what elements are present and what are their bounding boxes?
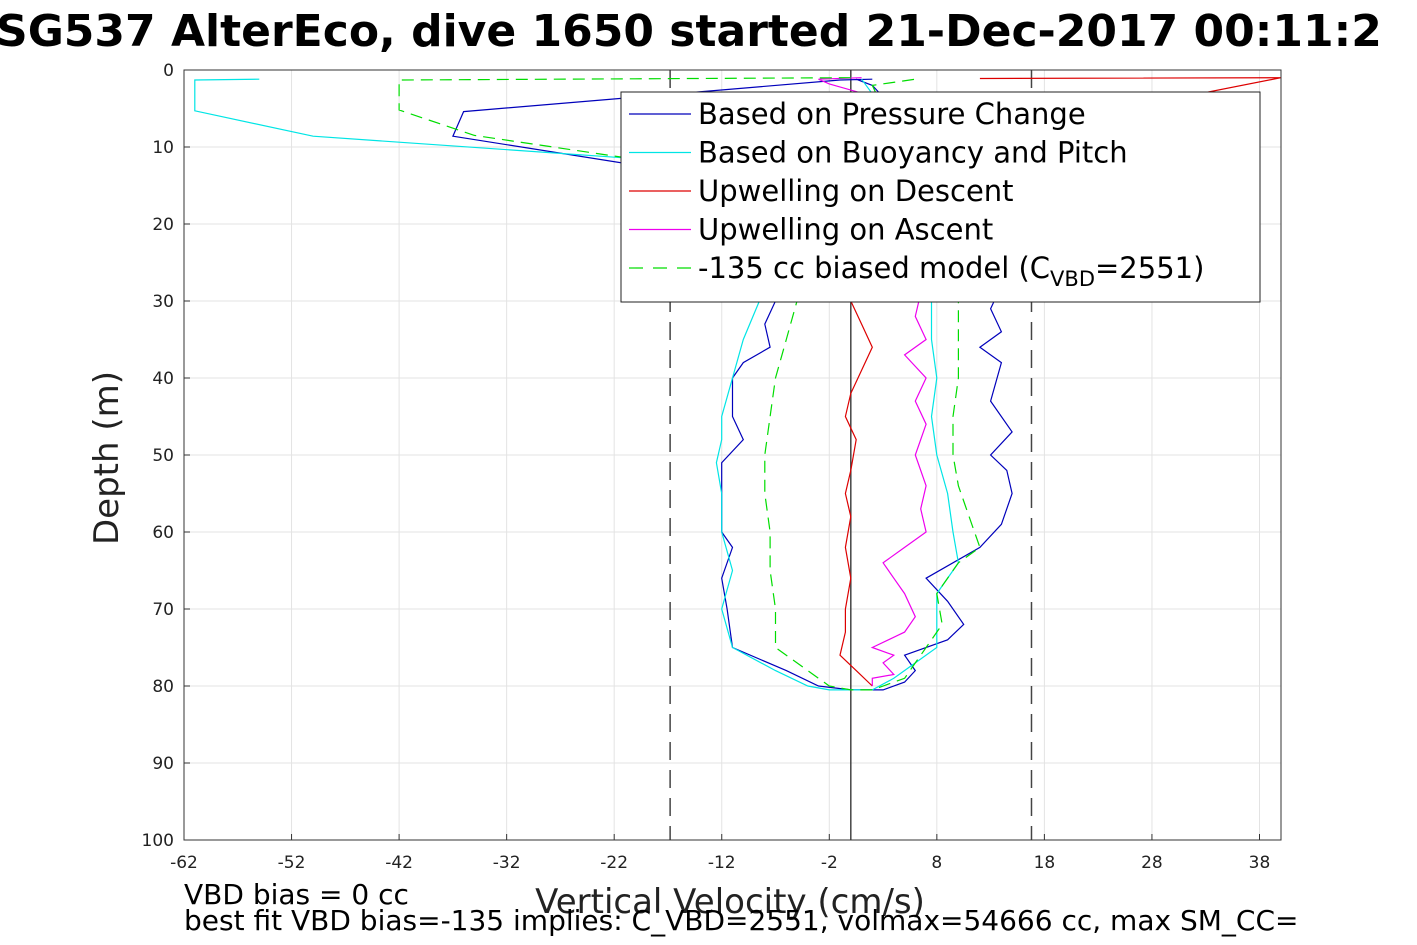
legend-label-2: Upwelling on Descent [698,174,1014,208]
legend-box [620,91,1261,303]
x-tick-label: -32 [493,853,521,873]
x-tick-label: -2 [821,853,838,873]
y-tick-label: 40 [152,369,174,389]
x-tick-label: 8 [931,853,942,873]
series-line-0 [452,78,1013,691]
x-tick-labels: -62 -52 -42 -32 -22 -12 -2 8 18 28 38 [170,834,1270,873]
legend-label-0: Based on Pressure Change [698,97,1086,131]
x-tick-label: -42 [385,853,413,873]
x-tick-label: -12 [708,853,736,873]
x-tick-label: 38 [1249,853,1271,873]
legend-label-3: Upwelling on Ascent [698,213,993,247]
y-tick-label: 80 [152,677,174,697]
y-tick-label: 0 [163,61,174,81]
footer-vbd-bias: VBD bias = 0 cc [184,878,409,911]
y-tick-labels: 0 10 20 30 40 50 60 70 80 90 100 [142,61,190,851]
y-tick-label: 90 [152,754,174,774]
x-axis-label: Vertical Velocity (cm/s) [535,882,925,922]
legend-label-1: Based on Buoyancy and Pitch [698,136,1128,170]
y-tick-label: 60 [152,523,174,543]
y-tick-label: 20 [152,215,174,235]
x-tick-label: -52 [278,853,306,873]
chart-title: SG537 AlterEco, dive 1650 started 21-Dec… [0,6,1382,57]
y-tick-label: 30 [152,292,174,312]
x-tick-label: 28 [1141,853,1163,873]
y-tick-label: 100 [142,831,174,851]
footer-best-fit: best fit VBD bias=-135 implies: C_VBD=25… [184,904,1298,937]
y-tick-label: 50 [152,446,174,466]
legend: Based on Pressure Change Based on Buoyanc… [620,91,1261,303]
x-tick-label: -22 [600,853,628,873]
x-tick-label: -62 [170,853,198,873]
y-axis-label: Depth (m) [87,371,127,545]
x-tick-label: 18 [1034,853,1056,873]
legend-label-4: -135 cc biased model (CVBD=2551) [698,251,1204,291]
y-tick-label: 10 [152,138,174,158]
y-tick-label: 70 [152,600,174,620]
